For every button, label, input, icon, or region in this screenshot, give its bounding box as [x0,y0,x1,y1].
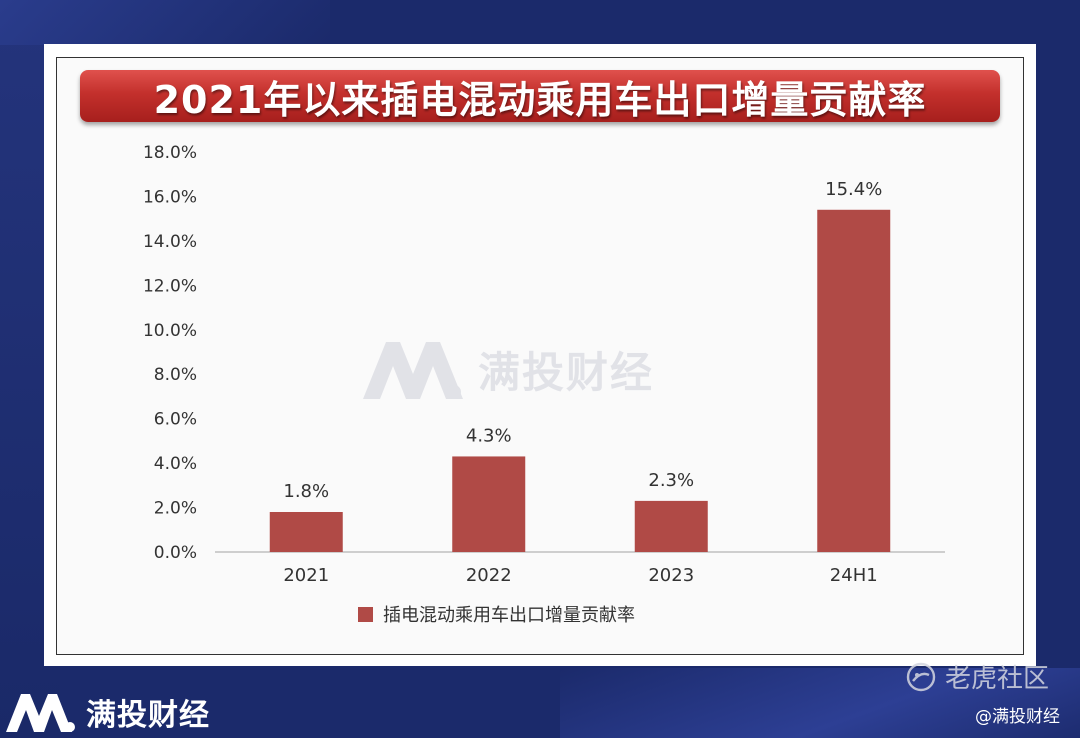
community-name: 老虎社区 [945,664,1050,694]
chart-title: 2021年以来插电混动乘用车出口增量贡献率 [153,77,927,122]
watermark-logo-icon [363,342,463,399]
y-tick-label: 0.0% [154,543,197,563]
y-tick-label: 6.0% [154,410,197,430]
watermark: 满投财经 [358,334,654,404]
data-label: 4.3% [466,425,512,446]
data-label: 2.3% [648,470,694,491]
y-tick-label: 2.0% [154,499,197,519]
y-tick-label: 12.0% [143,276,197,296]
title-banner: 2021年以来插电混动乘用车出口增量贡献率 [80,70,1000,122]
y-tick-label: 14.0% [143,232,197,252]
y-tick-label: 18.0% [143,143,197,163]
data-label: 1.8% [283,481,329,502]
brand-name: 满投财经 [86,698,210,733]
x-tick-label: 24H1 [830,565,878,586]
bar [634,500,708,552]
bar [817,209,891,552]
y-tick-label: 4.0% [154,454,197,474]
x-tick-label: 2023 [648,565,694,586]
bar [269,512,343,552]
y-tick-label: 10.0% [143,321,197,341]
y-tick-label: 16.0% [143,187,197,207]
background-top-shape [0,0,330,45]
data-label: 15.4% [825,179,882,200]
brand-logo-icon [6,694,75,732]
background-bottom-shape [560,668,1080,738]
x-tick-label: 2022 [466,565,512,586]
community-watermark: 老虎社区 [905,658,1049,695]
watermark-text: 满投财经 [478,347,655,397]
y-tick-label: 8.0% [154,365,197,385]
bar [452,456,526,552]
tiger-logo-icon [906,662,936,691]
legend-swatch [358,607,373,622]
legend-label: 插电混动乘用车出口增量贡献率 [383,605,635,626]
x-tick-label: 2021 [283,565,329,586]
author-handle: @满投财经 [975,707,1060,727]
brand-logo: 满投财经 [4,690,210,734]
